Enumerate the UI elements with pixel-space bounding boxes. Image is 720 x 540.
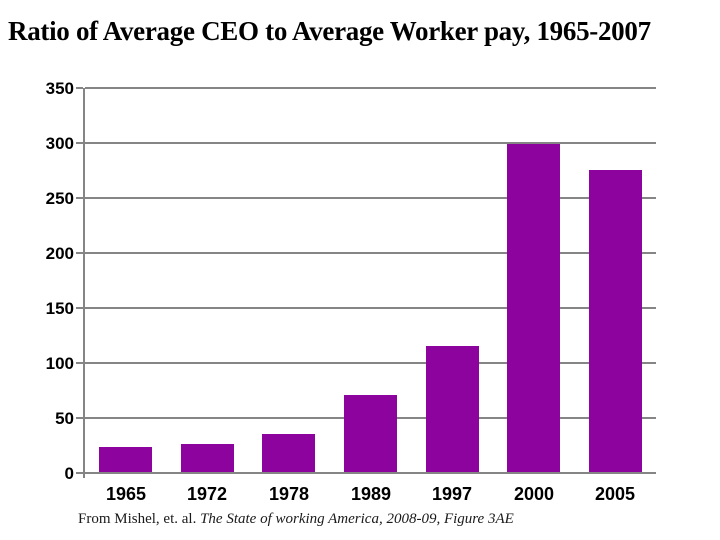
y-axis-tick-label-200: 200 [45,244,74,263]
y-tick-150 [76,307,83,309]
y-axis-tick-label-50: 50 [55,409,74,428]
y-axis-tick-label-250: 250 [45,189,74,208]
y-axis-tick-label-300: 300 [45,134,74,153]
y-tick-0 [76,472,83,474]
x-axis-tick-label-1965: 1965 [105,484,147,504]
y-axis-tick-label-150: 150 [45,299,74,318]
bar-1997 [426,346,479,473]
chart-title: Ratio of Average CEO to Average Worker p… [8,16,651,46]
source-footnote-citation: The State of working America, 2008-09, F… [200,511,514,527]
gridline-100 [85,362,656,364]
x-axis-tick-label-1978: 1978 [268,484,310,504]
gridline-300 [85,142,656,144]
gridline-200 [85,252,656,254]
y-tick-100 [76,362,83,364]
y-axis-tick-label-0: 0 [64,464,74,483]
bar-2005 [589,170,642,473]
x-axis-tick-label-1972: 1972 [186,484,228,504]
y-tick-50 [76,417,83,419]
bar-1965 [99,447,152,473]
y-tick-350 [76,87,83,89]
x-axis-line [85,472,656,474]
y-tick-200 [76,252,83,254]
y-tick-300 [76,142,83,144]
bar-1972 [181,444,234,473]
gridline-250 [85,197,656,199]
x-axis-tick-label-1997: 1997 [431,484,473,504]
x-axis-tick-label-2005: 2005 [594,484,636,504]
x-axis-tick-label-1989: 1989 [350,484,392,504]
bar-1978 [262,434,315,473]
y-tick-250 [76,197,83,199]
x-axis-tick-label-2000: 2000 [513,484,555,504]
bar-2000 [507,144,560,473]
y-axis-tick-label-100: 100 [45,354,74,373]
y-axis-line [83,88,85,478]
plot-area [76,87,656,478]
source-footnote: From Mishel, et. al. The State of workin… [78,511,678,528]
bar-1989 [344,395,397,473]
gridline-350 [85,87,656,89]
y-axis-tick-label-350: 350 [45,79,74,98]
gridline-150 [85,307,656,309]
source-footnote-plain: From Mishel, et. al. [78,511,201,527]
